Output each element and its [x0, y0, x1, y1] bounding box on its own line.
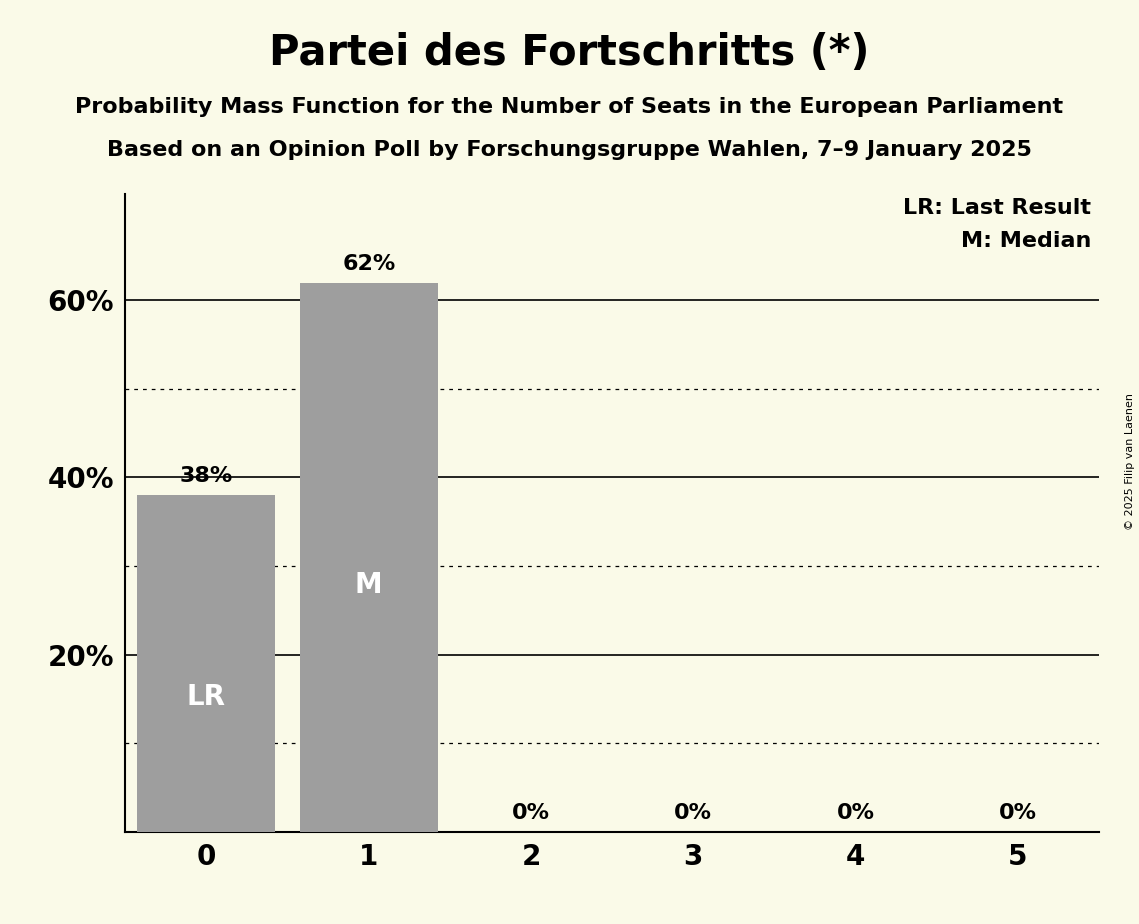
Text: 0%: 0%	[674, 803, 712, 822]
Text: LR: LR	[187, 683, 226, 711]
Text: 0%: 0%	[513, 803, 550, 822]
Text: Partei des Fortschritts (*): Partei des Fortschritts (*)	[269, 32, 870, 74]
Text: 0%: 0%	[999, 803, 1036, 822]
Text: © 2025 Filip van Laenen: © 2025 Filip van Laenen	[1125, 394, 1134, 530]
Text: Based on an Opinion Poll by Forschungsgruppe Wahlen, 7–9 January 2025: Based on an Opinion Poll by Forschungsgr…	[107, 140, 1032, 161]
Text: M: Median: M: Median	[960, 231, 1091, 251]
Text: Probability Mass Function for the Number of Seats in the European Parliament: Probability Mass Function for the Number…	[75, 97, 1064, 117]
Text: 62%: 62%	[342, 254, 395, 274]
Text: 0%: 0%	[837, 803, 875, 822]
Bar	[300, 283, 437, 832]
Text: M: M	[355, 570, 383, 599]
Bar	[138, 495, 276, 832]
Text: LR: Last Result: LR: Last Result	[903, 199, 1091, 218]
Text: 38%: 38%	[180, 467, 233, 486]
